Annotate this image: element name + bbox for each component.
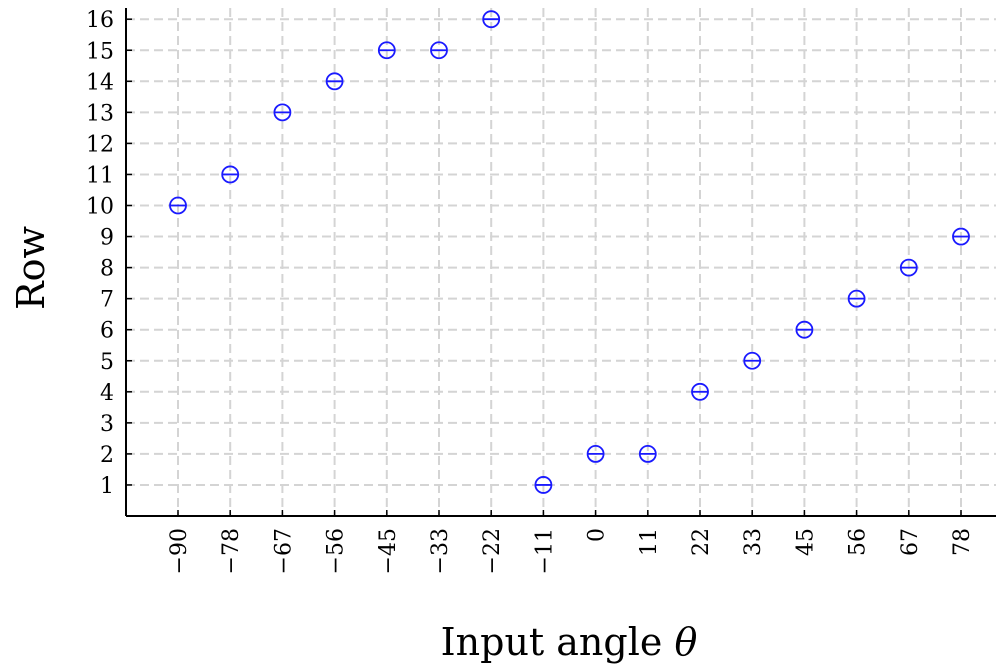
y-tick-label: 15 (86, 39, 114, 64)
data-point (377, 41, 396, 60)
data-point (586, 444, 605, 463)
x-axis-label: Input angle θ (441, 620, 698, 664)
axes (125, 8, 996, 517)
x-tick-label: 67 (898, 528, 923, 556)
data-point (273, 103, 292, 122)
x-tick-label: −22 (480, 528, 505, 574)
data-point (952, 227, 970, 246)
x-tick-label: 45 (793, 528, 818, 556)
x-tick-label: 33 (741, 528, 766, 556)
x-axis-label-symbol: θ (674, 620, 697, 664)
data-point (743, 351, 762, 370)
y-tick-label: 13 (86, 101, 114, 126)
y-axis-label: Row (9, 226, 53, 310)
y-tick-label: 2 (100, 443, 114, 468)
x-tick-label: −56 (324, 528, 349, 574)
x-tick-label: −78 (219, 528, 244, 574)
x-tick-label: −45 (376, 528, 401, 574)
y-tick-label: 7 (100, 288, 114, 313)
y-tick-label: 1 (100, 474, 114, 499)
data-point (221, 165, 240, 184)
data-point (638, 444, 657, 463)
x-axis-label-text: Input angle (441, 620, 675, 664)
data-point (430, 41, 448, 60)
data-point (899, 258, 918, 277)
y-tick-label: 5 (100, 350, 114, 375)
data-point (847, 289, 866, 308)
y-tick-label: 11 (86, 163, 114, 188)
x-axis-ticks: −90 −78 −67 −56 −45 −33 −22 −11 0 11 22 33 45 56 67 78 (167, 510, 975, 574)
y-tick-label: 16 (86, 8, 114, 33)
y-tick-label: 14 (86, 70, 114, 95)
data-point (795, 320, 814, 339)
x-tick-label: −90 (167, 528, 192, 574)
y-tick-label: 3 (100, 412, 114, 437)
y-tick-label: 8 (100, 257, 114, 282)
x-tick-label: 0 (585, 528, 610, 542)
data-point (482, 10, 501, 29)
x-tick-label: −33 (428, 528, 453, 574)
x-tick-label: 56 (846, 528, 871, 556)
y-tick-label: 4 (100, 381, 114, 406)
y-tick-label: 6 (100, 319, 114, 344)
x-tick-label: 11 (637, 528, 662, 556)
x-tick-label: −11 (532, 528, 557, 574)
data-point (325, 72, 344, 91)
x-tick-label: 78 (950, 528, 975, 556)
y-tick-label: 9 (100, 226, 114, 251)
y-tick-label: 10 (86, 195, 114, 220)
data-point (534, 476, 553, 494)
x-tick-label: 22 (689, 528, 714, 556)
grid (126, 8, 996, 516)
data-point (169, 196, 187, 215)
x-tick-label: −67 (271, 528, 296, 574)
y-tick-label: 12 (86, 132, 114, 157)
data-points (169, 10, 970, 494)
data-point (691, 382, 709, 401)
